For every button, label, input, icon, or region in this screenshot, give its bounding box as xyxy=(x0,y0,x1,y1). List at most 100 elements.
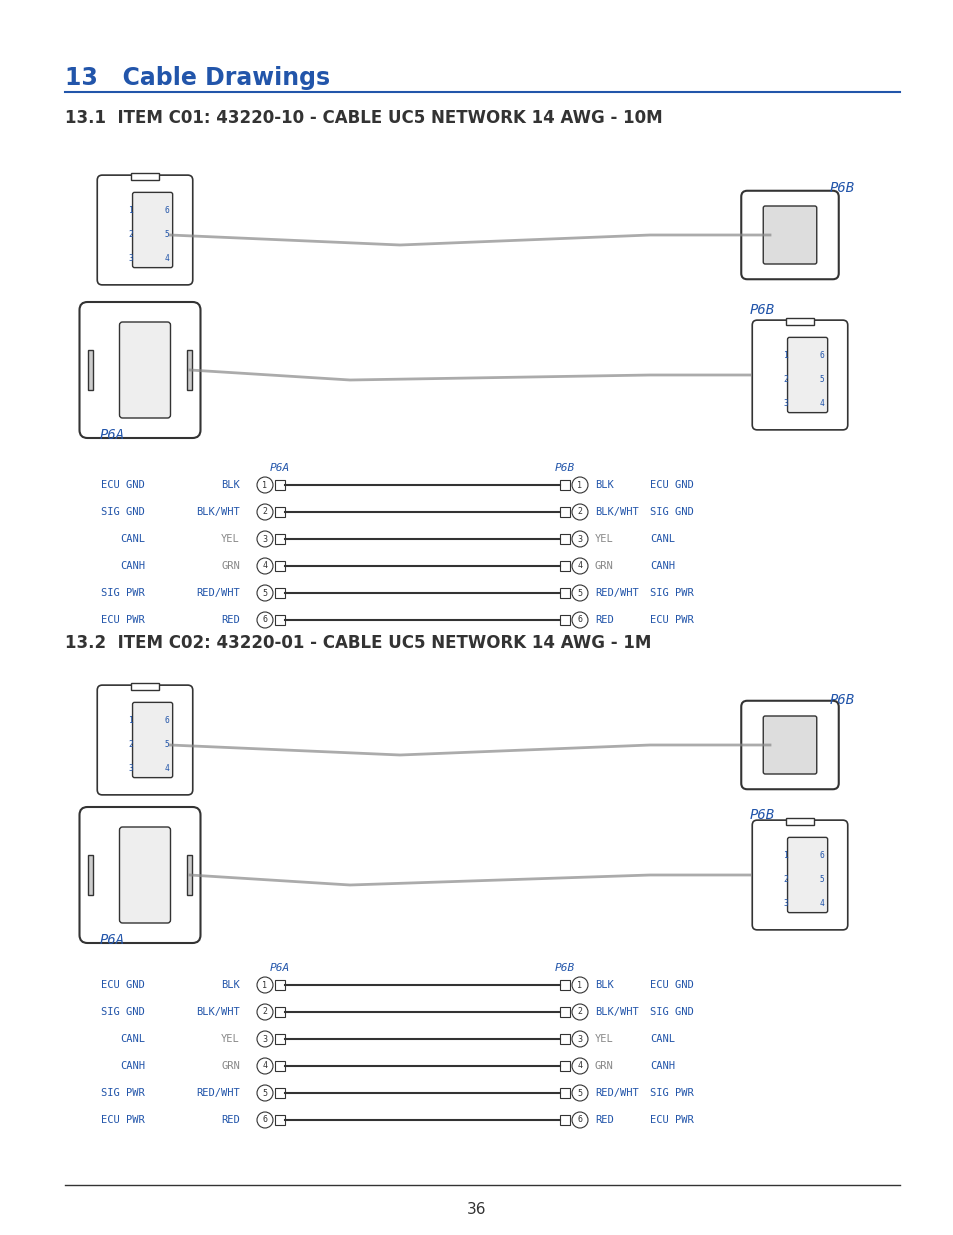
Text: 1: 1 xyxy=(262,480,267,489)
FancyBboxPatch shape xyxy=(752,320,847,430)
Text: BLK/WHT: BLK/WHT xyxy=(196,1007,240,1016)
Bar xyxy=(274,1034,285,1044)
Text: BLK/WHT: BLK/WHT xyxy=(595,1007,639,1016)
Text: P6B: P6B xyxy=(555,463,575,473)
Bar xyxy=(559,508,569,517)
Text: 5: 5 xyxy=(577,1088,582,1098)
FancyBboxPatch shape xyxy=(132,703,172,778)
Text: CANL: CANL xyxy=(120,534,145,543)
Text: ECU GND: ECU GND xyxy=(101,981,145,990)
Text: ECU GND: ECU GND xyxy=(649,480,693,490)
Text: ECU PWR: ECU PWR xyxy=(649,1115,693,1125)
Bar xyxy=(559,1007,569,1016)
Text: 5: 5 xyxy=(262,589,267,598)
Text: 4: 4 xyxy=(577,1062,582,1071)
Bar xyxy=(274,615,285,625)
Text: 3: 3 xyxy=(262,1035,267,1044)
Bar xyxy=(559,1061,569,1071)
Bar xyxy=(274,561,285,571)
Bar xyxy=(188,350,193,390)
Text: 5: 5 xyxy=(164,230,169,238)
Text: YEL: YEL xyxy=(595,534,613,543)
FancyBboxPatch shape xyxy=(740,190,838,279)
FancyBboxPatch shape xyxy=(762,206,816,264)
Bar xyxy=(274,508,285,517)
Text: BLK/WHT: BLK/WHT xyxy=(196,508,240,517)
Bar xyxy=(559,1088,569,1098)
Bar xyxy=(559,1034,569,1044)
Text: 2: 2 xyxy=(262,508,267,516)
FancyBboxPatch shape xyxy=(119,322,171,417)
Text: CANH: CANH xyxy=(649,561,675,571)
Text: CANH: CANH xyxy=(120,1061,145,1071)
Bar xyxy=(274,1061,285,1071)
Text: ECU PWR: ECU PWR xyxy=(101,1115,145,1125)
Text: P6B: P6B xyxy=(829,693,854,706)
FancyBboxPatch shape xyxy=(132,193,172,268)
Text: 2: 2 xyxy=(577,1008,582,1016)
FancyBboxPatch shape xyxy=(79,806,200,944)
FancyBboxPatch shape xyxy=(787,337,827,412)
Bar xyxy=(785,317,814,325)
Text: BLK: BLK xyxy=(221,981,240,990)
Text: YEL: YEL xyxy=(221,534,240,543)
Text: ECU PWR: ECU PWR xyxy=(649,615,693,625)
Bar xyxy=(274,1007,285,1016)
Text: SIG GND: SIG GND xyxy=(649,508,693,517)
Text: 6: 6 xyxy=(262,1115,267,1125)
Bar xyxy=(274,981,285,990)
Text: RED/WHT: RED/WHT xyxy=(595,1088,639,1098)
Text: YEL: YEL xyxy=(595,1034,613,1044)
Text: P6A: P6A xyxy=(270,963,290,973)
Text: 6: 6 xyxy=(819,351,823,361)
Text: 1: 1 xyxy=(129,716,133,725)
Bar xyxy=(274,1088,285,1098)
Bar xyxy=(274,588,285,598)
Text: P6B: P6B xyxy=(749,303,774,317)
Text: 4: 4 xyxy=(819,899,823,908)
Text: 5: 5 xyxy=(262,1088,267,1098)
Text: ECU GND: ECU GND xyxy=(649,981,693,990)
Text: 1: 1 xyxy=(129,206,133,215)
Text: SIG GND: SIG GND xyxy=(101,1007,145,1016)
Bar xyxy=(559,534,569,543)
Text: RED/WHT: RED/WHT xyxy=(595,588,639,598)
Text: 2: 2 xyxy=(577,508,582,516)
Text: 3: 3 xyxy=(129,253,133,263)
Text: 1: 1 xyxy=(782,851,787,860)
Text: RED: RED xyxy=(595,615,613,625)
Text: 3: 3 xyxy=(782,399,787,408)
Text: 2: 2 xyxy=(782,374,787,384)
Text: RED: RED xyxy=(221,1115,240,1125)
Text: 2: 2 xyxy=(129,230,133,238)
Text: 1: 1 xyxy=(577,480,582,489)
Text: CANL: CANL xyxy=(120,1034,145,1044)
Bar xyxy=(559,615,569,625)
Text: 2: 2 xyxy=(782,874,787,884)
Text: SIG PWR: SIG PWR xyxy=(101,588,145,598)
Text: 1: 1 xyxy=(577,981,582,989)
Text: 13   Cable Drawings: 13 Cable Drawings xyxy=(65,65,330,90)
Text: RED/WHT: RED/WHT xyxy=(196,1088,240,1098)
FancyBboxPatch shape xyxy=(762,716,816,774)
Text: P6A: P6A xyxy=(100,932,125,947)
Text: SIG GND: SIG GND xyxy=(101,508,145,517)
Text: 6: 6 xyxy=(577,1115,582,1125)
Text: 5: 5 xyxy=(577,589,582,598)
Bar xyxy=(785,818,814,825)
FancyBboxPatch shape xyxy=(97,685,193,795)
Text: 4: 4 xyxy=(164,763,169,773)
Text: 6: 6 xyxy=(577,615,582,625)
Text: P6B: P6B xyxy=(555,963,575,973)
Text: GRN: GRN xyxy=(221,561,240,571)
Text: SIG PWR: SIG PWR xyxy=(649,588,693,598)
Text: 4: 4 xyxy=(262,1062,267,1071)
Text: BLK/WHT: BLK/WHT xyxy=(595,508,639,517)
Text: 5: 5 xyxy=(164,740,169,748)
Text: 3: 3 xyxy=(129,763,133,773)
Text: 6: 6 xyxy=(819,851,823,860)
Bar xyxy=(559,480,569,490)
Bar xyxy=(559,1115,569,1125)
Text: 6: 6 xyxy=(164,716,169,725)
Bar xyxy=(88,350,92,390)
